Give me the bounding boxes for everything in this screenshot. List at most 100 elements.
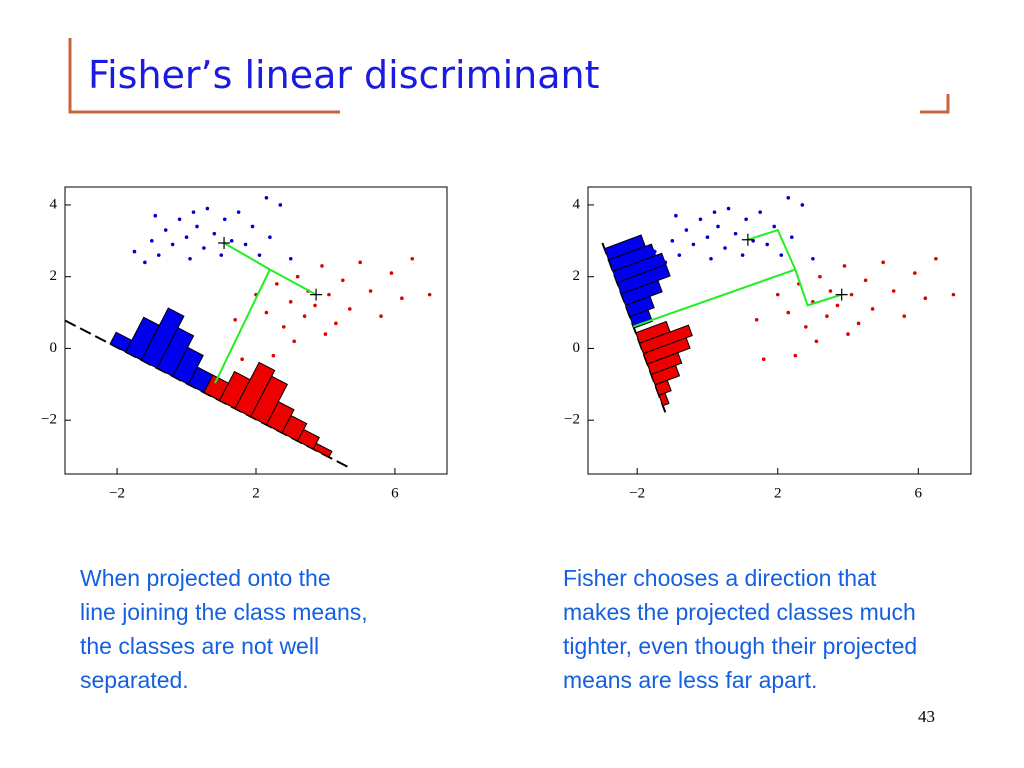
data-point [427,292,432,297]
data-point [150,239,154,243]
histogram-bar [658,392,670,407]
data-point [268,235,272,240]
histogram-bar [265,400,295,434]
data-point [786,310,791,315]
data-point [302,314,307,318]
data-point [410,256,415,261]
data-point [281,325,286,329]
data-point [229,239,234,243]
data-point [674,213,678,218]
data-point [923,296,928,301]
y-tick-label: −2 [41,412,57,428]
data-point [184,235,189,240]
data-point [863,278,868,283]
data-point [712,210,717,214]
histogram-bar [312,442,333,458]
data-point [754,317,759,322]
histogram-bar [639,324,693,355]
class-mean [741,233,754,246]
data-point [842,264,847,268]
histogram-bar [296,428,320,450]
histogram-bar [650,364,681,386]
caption-line: separated. [80,667,189,693]
data-point [233,317,237,322]
data-point [288,256,293,261]
title-bracket [68,38,340,114]
data-point [814,339,819,344]
data-point [222,217,227,222]
data-point [698,217,703,222]
caption-line: makes the projected classes much [563,599,916,625]
class-mean [218,236,231,249]
data-point [153,213,158,218]
caption-line: means are less far apart. [563,667,817,693]
histogram-bar [624,295,655,318]
data-point [891,289,896,293]
y-tick-label: 0 [573,340,581,356]
data-point [775,292,780,297]
data-point [132,249,137,254]
data-point [709,256,713,261]
corner-bracket [920,94,950,114]
data-point [761,357,766,362]
data-point [313,303,317,308]
x-tick-label: −2 [629,485,645,501]
data-point [691,242,696,247]
data-point [163,228,168,232]
data-point [789,235,794,240]
data-point [677,253,682,257]
data-point [818,274,822,279]
data-point [772,224,777,229]
data-point [191,210,196,214]
data-point [835,303,840,308]
data-point [670,239,675,243]
plot-frame [587,186,972,475]
data-point [733,231,738,236]
data-point [250,224,255,229]
data-point [323,332,328,336]
histogram-bar [234,361,276,418]
data-point [400,296,404,301]
y-tick-label: 0 [50,340,58,356]
data-point [341,278,345,283]
histogram-bar [250,375,289,426]
data-point [951,292,956,297]
data-point [212,231,217,236]
y-tick-label: 2 [573,268,581,284]
data-point [811,256,815,261]
data-point [389,271,394,275]
data-point [156,253,161,257]
data-point [881,260,885,265]
data-point [334,321,338,326]
data-point [188,256,192,261]
data-point [744,217,748,222]
data-point [202,246,206,250]
data-point [236,210,241,214]
y-tick-label: 4 [573,196,581,212]
data-point [846,332,850,336]
data-point [849,292,854,297]
caption-line: When projected onto the [80,565,331,591]
data-point [195,224,199,229]
data-point [347,307,352,311]
class-mean [310,288,323,301]
histogram-bar [140,307,185,369]
data-point [793,353,798,358]
class-mean [835,288,848,301]
data-point [726,206,731,211]
data-point [902,314,907,318]
caption-line: Fisher chooses a direction that [563,565,877,591]
chart: −2 2 6 −2 0 2 4 [41,186,448,501]
data-point [327,292,331,297]
data-point [934,256,938,261]
data-point [765,242,770,247]
plot-frame [64,186,448,475]
data-point [663,260,668,265]
x-tick-label: 2 [774,485,782,501]
data-point [856,321,861,326]
x-tick-label: 2 [252,485,260,501]
data-point [779,253,784,257]
chart: −2 2 6 −2 0 2 4 [564,186,972,501]
mean-line [214,269,271,384]
